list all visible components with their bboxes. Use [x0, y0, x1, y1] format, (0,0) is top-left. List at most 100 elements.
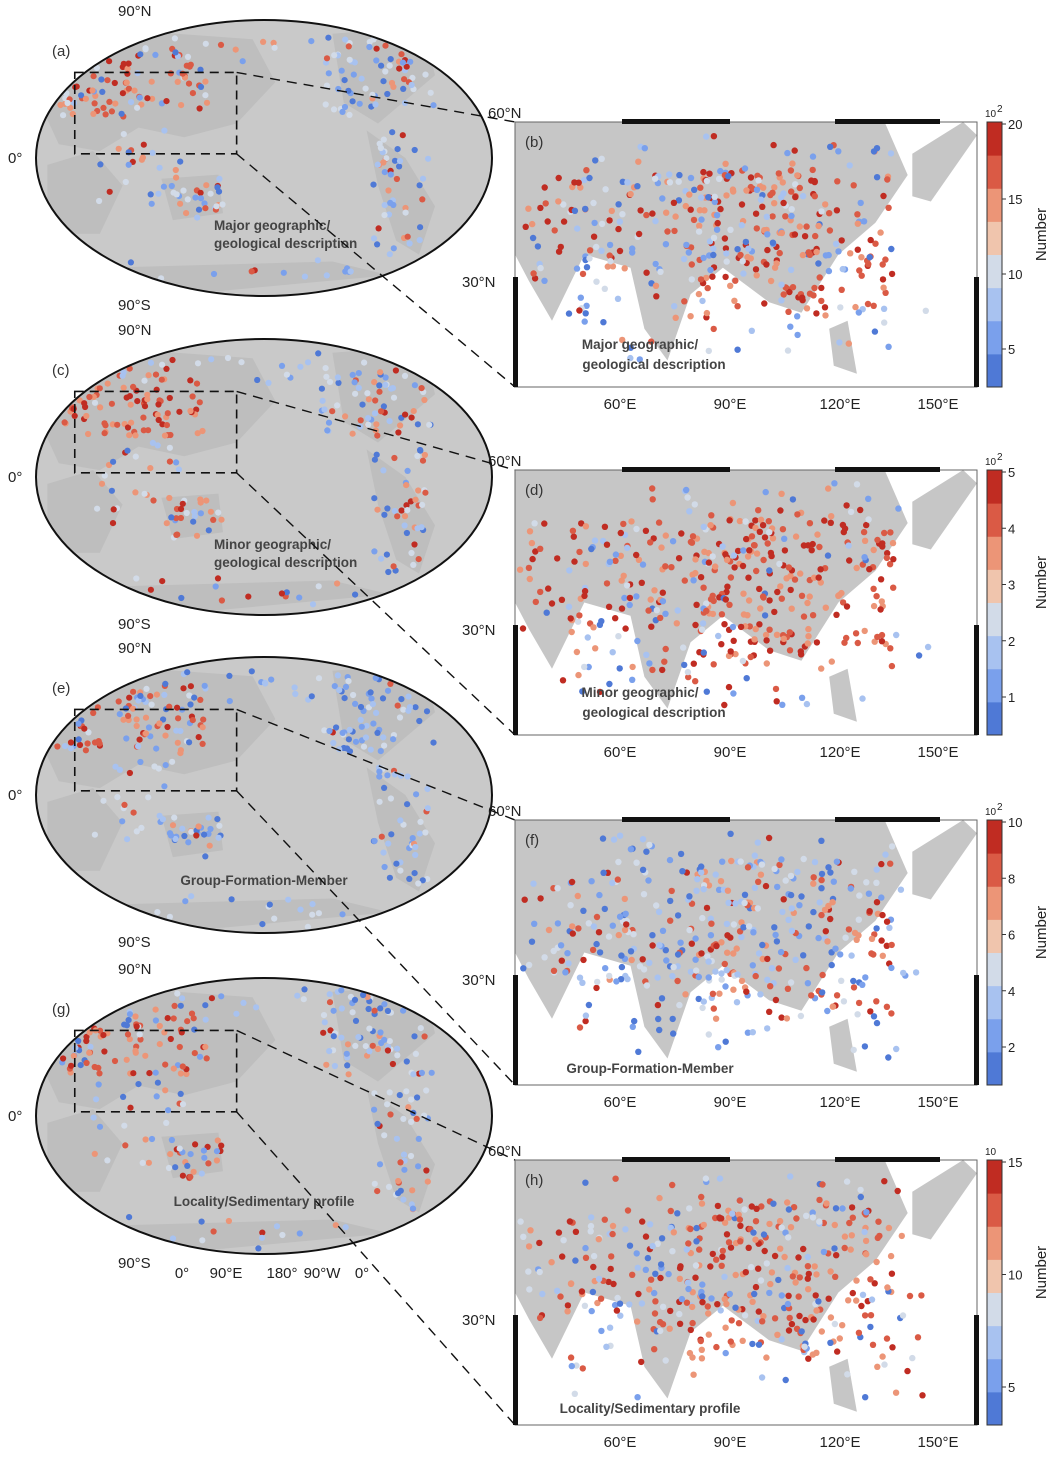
global-map	[35, 338, 493, 616]
zoom-point	[825, 267, 833, 275]
south-label: 90°S	[118, 1255, 151, 1272]
zoom-point	[670, 199, 678, 206]
frame-bar	[622, 1157, 730, 1162]
zoom-point	[780, 190, 787, 197]
zoom-point	[755, 1265, 762, 1272]
site-point	[134, 398, 141, 405]
panels-root: 90°N0°90°S(a)Major geographic/geological…	[8, 3, 1050, 1451]
zoom-caption: Locality/Sedimentary profile	[560, 1401, 741, 1416]
zoom-point	[866, 566, 873, 573]
zoom-point	[767, 983, 774, 990]
site-point	[323, 272, 330, 279]
site-point	[194, 360, 202, 367]
zoom-point	[698, 950, 705, 957]
site-point	[350, 71, 357, 78]
frame-bar	[974, 625, 979, 735]
zoom-point	[804, 1275, 811, 1282]
site-point	[406, 704, 413, 711]
zoom-point	[707, 595, 715, 603]
site-point	[112, 763, 119, 770]
zoom-point	[699, 1281, 706, 1288]
zoom-point	[816, 899, 823, 906]
site-point	[60, 1055, 67, 1062]
site-point	[126, 1036, 133, 1043]
site-point	[360, 991, 367, 999]
zoom-point	[883, 942, 890, 949]
zoom-point	[557, 942, 565, 949]
zoom-point	[785, 916, 792, 923]
zoom-point	[674, 607, 681, 614]
site-point	[142, 1136, 149, 1143]
zoom-point	[525, 564, 533, 572]
zoom-point	[575, 925, 582, 932]
zoom-point	[847, 1246, 854, 1253]
zoom-point	[766, 1289, 773, 1297]
zoom-point	[596, 949, 604, 956]
site-point	[385, 568, 392, 576]
site-point	[131, 87, 138, 94]
zoom-point	[581, 592, 588, 600]
site-point	[384, 90, 391, 98]
site-point	[191, 694, 198, 701]
site-point	[296, 594, 303, 601]
zoom-point	[705, 347, 712, 355]
lon-tick: 120°E	[819, 744, 860, 761]
site-point	[417, 1025, 424, 1032]
zoom-point	[788, 188, 795, 195]
zoom-point	[778, 856, 785, 863]
zoom-point	[837, 951, 844, 958]
zoom-point	[593, 940, 600, 948]
site-point	[181, 832, 188, 840]
zoom-point	[671, 303, 678, 310]
zoom-point	[537, 264, 544, 272]
site-point	[361, 359, 368, 366]
zoom-point	[804, 599, 811, 607]
zoom-point	[528, 539, 536, 547]
zoom-point	[704, 284, 711, 292]
zoom-point	[780, 635, 787, 642]
site-point	[358, 723, 365, 730]
map-caption: geological description	[214, 555, 357, 570]
site-point	[326, 727, 333, 735]
zoom-point	[590, 233, 598, 240]
colorbar-segment	[987, 1292, 1002, 1327]
zoom-point	[688, 276, 695, 283]
site-point	[283, 589, 290, 596]
zoom-point	[747, 174, 755, 181]
zoom-point	[739, 657, 747, 665]
zoom-point	[841, 1244, 848, 1252]
zoom-point	[780, 291, 787, 298]
site-point	[161, 127, 168, 134]
site-point	[391, 454, 398, 462]
zoom-point	[646, 841, 653, 849]
zoom-point	[749, 1298, 756, 1306]
zoom-point	[797, 570, 804, 577]
bottom-lon-tick: 90°E	[210, 1265, 243, 1282]
zoom-point	[699, 620, 707, 627]
site-point	[304, 923, 311, 931]
zoom-point	[867, 1312, 875, 1319]
zoom-point	[681, 577, 688, 584]
zoom-point	[758, 1374, 766, 1381]
zoom-point	[707, 522, 714, 529]
zoom-point	[654, 1001, 662, 1009]
zoom-point	[922, 307, 929, 314]
site-point	[380, 467, 387, 474]
site-point	[118, 110, 125, 117]
site-point	[297, 906, 304, 913]
site-point	[301, 986, 308, 993]
site-point	[381, 863, 388, 871]
site-point	[124, 70, 131, 77]
site-point	[332, 1222, 339, 1229]
site-point	[414, 452, 421, 460]
zoom-point	[787, 167, 795, 174]
colorbar-tick: 4	[1008, 984, 1015, 999]
zoom-point	[757, 196, 765, 203]
site-point	[382, 68, 389, 75]
zoom-point	[640, 891, 648, 898]
site-point	[371, 837, 378, 845]
site-point	[168, 514, 175, 521]
site-point	[154, 1079, 161, 1086]
zoom-point	[811, 574, 818, 581]
zoom-point	[785, 1206, 793, 1213]
